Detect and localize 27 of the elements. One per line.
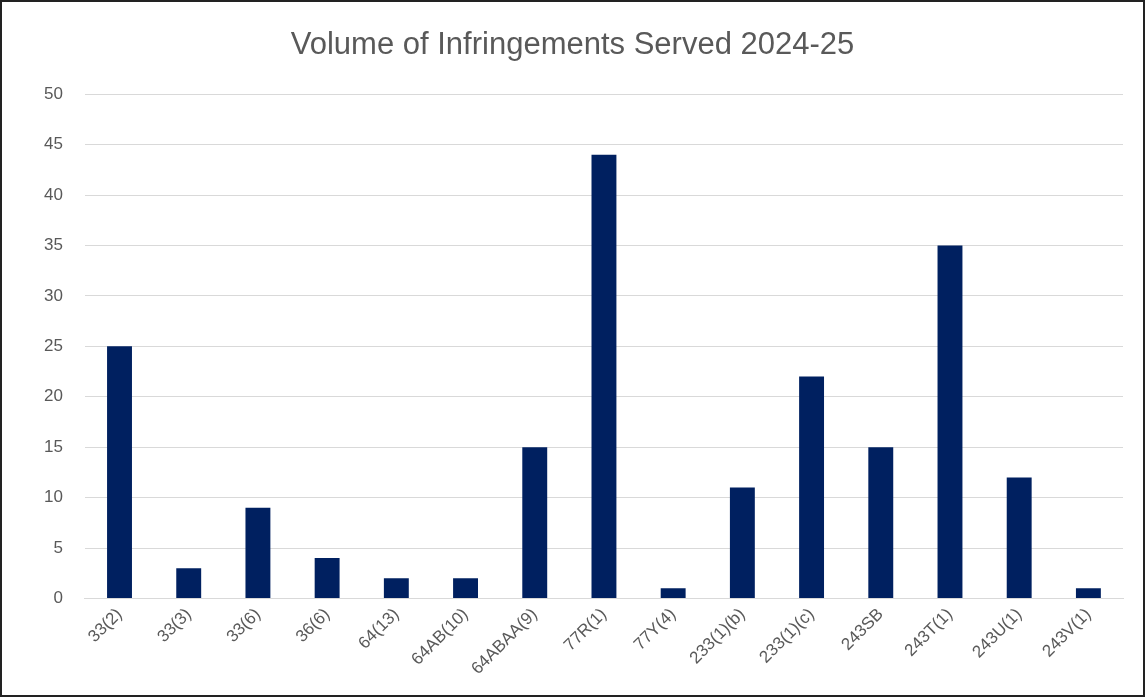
bar <box>591 154 617 598</box>
y-tick-label: 15 <box>43 436 63 456</box>
bar <box>383 578 409 598</box>
y-tick-label: 35 <box>43 235 63 255</box>
bar <box>729 487 755 598</box>
y-tick-label: 45 <box>43 134 63 154</box>
y-tick-label: 0 <box>53 588 63 608</box>
bar <box>799 376 825 598</box>
chart-title: Volume of Infringements Served 2024-25 <box>290 26 855 62</box>
bar <box>453 578 478 598</box>
bar <box>1075 588 1101 598</box>
bar <box>245 507 271 598</box>
y-tick-label: 10 <box>43 487 63 507</box>
bar <box>176 568 202 598</box>
bar <box>868 447 894 598</box>
bar <box>522 447 548 598</box>
y-tick-label: 30 <box>43 285 63 305</box>
bar <box>660 588 686 598</box>
bar <box>937 245 963 598</box>
y-tick-label: 25 <box>43 336 63 356</box>
y-tick-label: 40 <box>43 184 63 204</box>
bar <box>314 558 340 598</box>
y-tick-label: 20 <box>43 386 63 406</box>
y-tick-label: 5 <box>53 537 63 557</box>
bar <box>1006 477 1032 598</box>
bar <box>107 346 132 598</box>
y-tick-label: 50 <box>43 83 63 103</box>
